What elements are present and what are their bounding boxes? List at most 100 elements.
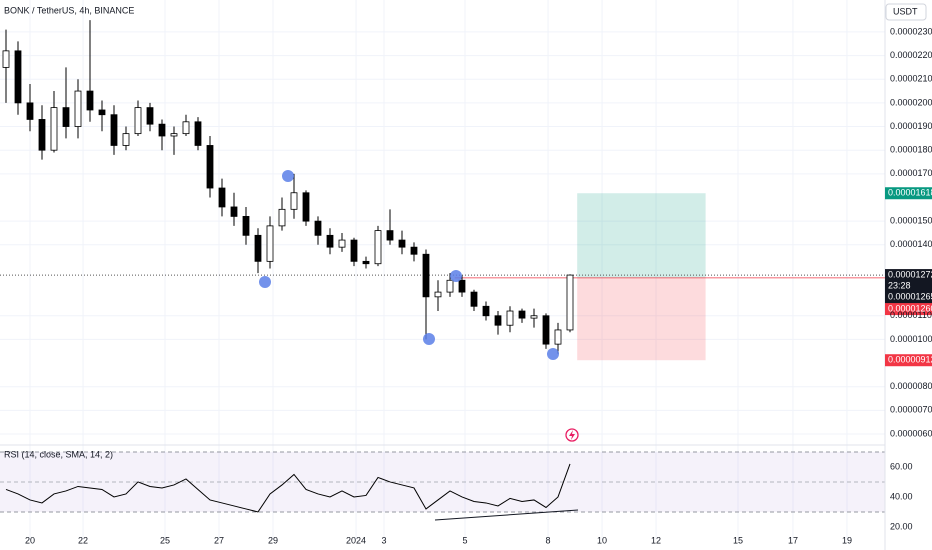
rsi-tick-label: 60.00 xyxy=(890,461,913,471)
candle-body xyxy=(422,253,430,298)
x-tick-label: 27 xyxy=(214,535,224,545)
x-tick-label: 15 xyxy=(733,535,743,545)
candle-body xyxy=(290,192,298,210)
candle-body xyxy=(398,239,406,248)
swing-dot xyxy=(450,270,462,282)
candle-body xyxy=(566,274,574,331)
candle-body xyxy=(482,305,490,317)
price-tag-label: 0.00000912 xyxy=(888,355,932,365)
x-tick-label: 12 xyxy=(651,535,661,545)
candle-body xyxy=(506,310,514,326)
candle-body xyxy=(170,133,178,137)
position-tool xyxy=(0,193,885,361)
candle-body xyxy=(146,107,154,125)
countdown: 23:28 xyxy=(888,280,911,290)
candle-body xyxy=(542,315,550,345)
candle-body xyxy=(230,206,238,217)
candle-body xyxy=(338,239,346,248)
currency-box[interactable] xyxy=(885,3,927,21)
lightning-icon[interactable] xyxy=(565,428,579,442)
price-tag xyxy=(885,354,932,367)
candle-body xyxy=(410,246,418,255)
candle-body xyxy=(62,107,70,127)
candle-body xyxy=(470,291,478,307)
x-tick-label: 3 xyxy=(381,535,386,545)
x-tick-label: 17 xyxy=(788,535,798,545)
rsi-tick-label: 20.00 xyxy=(890,521,913,531)
candle-body xyxy=(50,107,58,151)
candle-body xyxy=(386,230,394,241)
candle-body xyxy=(158,123,166,137)
x-tick-label: 5 xyxy=(462,535,467,545)
candle-body xyxy=(374,230,382,265)
loss-zone xyxy=(577,277,706,361)
price-tag xyxy=(885,269,932,306)
candle-body xyxy=(194,121,202,146)
candle-body xyxy=(518,310,526,319)
candle-body xyxy=(134,107,142,135)
candle-body xyxy=(458,279,466,293)
x-tick-label: 10 xyxy=(597,535,607,545)
price-tag-label: 0.00001272 xyxy=(888,269,932,279)
candle-body xyxy=(362,260,370,265)
candle-body xyxy=(2,50,10,68)
candle-body xyxy=(206,145,214,189)
price-tag-label: 0.00001260 xyxy=(888,303,932,313)
candle-body xyxy=(326,234,334,248)
candle-body xyxy=(182,121,190,135)
x-tick-label: 22 xyxy=(78,535,88,545)
candle-body xyxy=(530,315,538,319)
price-tag-label: 0.00001618 xyxy=(888,188,932,198)
candle-body xyxy=(266,225,274,262)
x-tick-label: 2024 xyxy=(346,535,366,545)
candle-body xyxy=(14,50,22,104)
rsi-line xyxy=(5,463,571,513)
candle-body xyxy=(314,220,322,236)
chart-title: BONK / TetherUS, 4h, BINANCE xyxy=(4,5,134,15)
x-tick-label: 8 xyxy=(546,535,551,545)
y-tick-label: 0.00000600 xyxy=(890,428,932,438)
currency: USDT xyxy=(893,6,918,16)
candle-body xyxy=(38,119,46,151)
candle-body xyxy=(122,133,130,146)
x-tick-label: 20 xyxy=(25,535,35,545)
candle-body xyxy=(554,329,562,345)
candle-body xyxy=(254,234,262,262)
x-tick-label: 19 xyxy=(842,535,852,545)
candle-body xyxy=(218,187,226,208)
candle-body xyxy=(302,192,310,222)
swing-dot xyxy=(547,348,559,360)
x-tick-label: 29 xyxy=(268,535,278,545)
divergence-line xyxy=(434,509,579,521)
candle-body xyxy=(242,216,250,236)
price-tag-label: 0.00001265 xyxy=(888,291,932,301)
price-tag xyxy=(885,187,932,200)
candle-body xyxy=(494,315,502,326)
price-labels: 0.000016180.000009120.0000127223:280.000… xyxy=(885,187,932,367)
candle-body xyxy=(350,239,358,262)
grid xyxy=(0,0,885,540)
candle-body xyxy=(98,109,106,116)
rsi-title: RSI (14, close, SMA, 14, 2) xyxy=(4,449,113,459)
rsi-tick-label: 40.00 xyxy=(890,491,913,501)
swing-dot xyxy=(423,333,435,345)
marks xyxy=(2,20,574,513)
candle-body xyxy=(278,208,286,227)
candle-body xyxy=(26,102,34,120)
candle-body xyxy=(74,90,82,127)
price-tag xyxy=(885,303,932,316)
